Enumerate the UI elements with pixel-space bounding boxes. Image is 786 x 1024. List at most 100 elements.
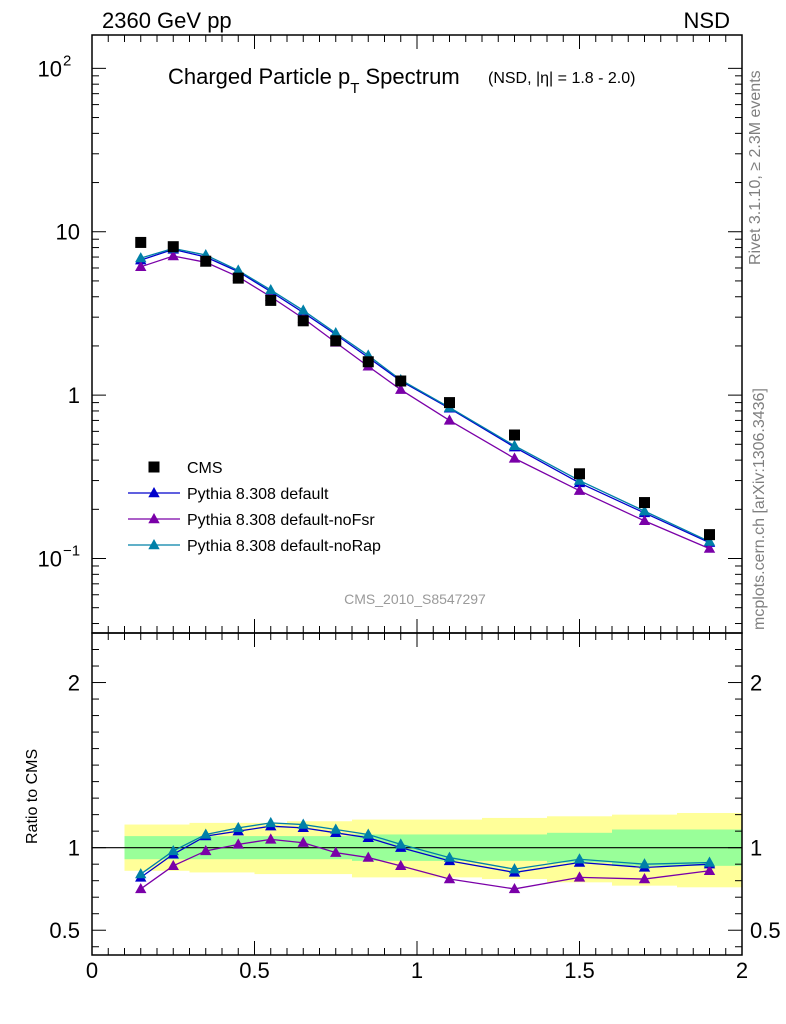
main-series-3-point: [265, 283, 277, 295]
ratio-series-2-point: [443, 873, 456, 884]
main-series-3-point: [703, 535, 716, 546]
main-series-2-point: [703, 542, 716, 553]
ratio-series-3-point: [135, 868, 147, 879]
chart-subtitle: (NSD, |η| = 1.8 - 2.0): [488, 70, 635, 87]
mcplots-label: mcplots.cern.ch [arXiv:1306.3436]: [751, 388, 768, 630]
ratio-series-3-point: [330, 823, 342, 834]
legend-label-3: Pythia 8.308 default-noRap: [187, 538, 381, 555]
cms-data-point: [167, 241, 179, 253]
main-series-3-point: [638, 505, 651, 516]
cms-data-point: [509, 429, 520, 441]
ratio-y-tick-label-left: 0.5: [49, 918, 80, 943]
ratio-series-2-point: [167, 859, 179, 871]
x-tick-label: 0: [86, 958, 98, 983]
x-tick-label: 2: [736, 958, 748, 983]
ratio-series-2-point: [703, 864, 716, 875]
ratio-series-3-point: [297, 818, 309, 829]
ratio-y-tick-label-left: 1: [68, 836, 80, 861]
legend-cms-marker: [148, 461, 160, 473]
ratio-series-2-point: [573, 871, 586, 882]
cms-data-point: [330, 335, 342, 347]
ratio-y-tick-label-right: 2: [750, 671, 762, 696]
legend-marker-2: [148, 513, 160, 524]
y-tick-exponent: −1: [63, 543, 80, 560]
ratio-series-3-point: [265, 816, 277, 828]
ratio-y-axis-label: Ratio to CMS: [24, 749, 41, 844]
ratio-series-2-point: [232, 838, 244, 849]
ratio-series-2-point: [330, 846, 342, 857]
legend-marker-3: [148, 539, 160, 550]
cms-data-point: [362, 356, 374, 368]
legend-label-2: Pythia 8.308 default-noFsr: [187, 512, 375, 529]
main-series-3-point: [573, 474, 586, 485]
ratio-series-3-point: [362, 828, 374, 839]
ratio-series-3-point: [443, 851, 456, 862]
cms-data-point: [265, 294, 277, 306]
ratio-y-tick-label-right: 1: [750, 836, 762, 861]
ratio-series-2-point: [362, 851, 374, 862]
y-tick-label: 10: [38, 547, 62, 572]
main-series-2-point: [508, 452, 521, 463]
cms-data-point: [297, 315, 309, 327]
ratio-series-3-point: [573, 853, 586, 864]
ratio-series-line-1: [140, 825, 710, 878]
analysis-id-label: CMS_2010_S8547297: [344, 591, 486, 607]
ratio-series-3-point: [232, 821, 244, 833]
main-series-3-point: [297, 304, 309, 315]
legend-label-0: CMS: [187, 460, 223, 477]
main-series-2-point: [638, 514, 651, 526]
main-series-line-2: [140, 255, 710, 550]
ratio-series-3-point: [703, 856, 716, 867]
main-series-2-point: [573, 484, 586, 495]
ratio-y-tick-label-left: 2: [68, 671, 80, 696]
ratio-series-2-point: [395, 859, 407, 871]
main-series-2-point: [167, 250, 179, 261]
process-label: NSD: [684, 8, 730, 33]
ratio-plot-frame: [91, 632, 743, 956]
ratio-series-2-point: [638, 873, 651, 884]
x-tick-label: 1.5: [564, 958, 595, 983]
legend-marker-1: [148, 487, 160, 498]
ratio-series-2-point: [508, 882, 521, 894]
chart-title: Charged Particle pT Spectrum: [168, 64, 460, 97]
ratio-series-2-point: [265, 833, 277, 844]
y-tick-label: 1: [68, 383, 80, 408]
ratio-series-2-point: [200, 844, 212, 856]
ratio-series-line-3: [140, 822, 710, 875]
main-series-2-point: [395, 383, 407, 394]
cms-data-point: [704, 529, 715, 541]
x-tick-label: 1: [411, 958, 423, 983]
cms-data-point: [135, 236, 147, 248]
main-series-3-point: [232, 264, 244, 275]
rivet-label: Rivet 3.1.10, ≥ 2.3M events: [747, 70, 764, 265]
ratio-series-3-point: [167, 844, 179, 856]
cms-data-point: [639, 497, 650, 509]
main-series-2-point: [443, 414, 456, 425]
ratio-series-3-point: [200, 828, 212, 839]
y-tick-label: 10: [38, 56, 62, 81]
x-tick-label: 0.5: [239, 958, 270, 983]
ratio-series-line-2: [140, 838, 710, 890]
ratio-y-tick-label-right: 0.5: [750, 918, 781, 943]
ratio-series-2-point: [135, 882, 147, 894]
ratio-series-3-point: [508, 863, 521, 874]
legend-label-1: Pythia 8.308 default: [187, 486, 329, 503]
cms-data-point: [395, 375, 407, 387]
main-series-3-point: [330, 327, 342, 338]
cms-data-point: [574, 468, 585, 480]
ratio-series-2-point: [297, 836, 309, 847]
ratio-series-3-point: [638, 858, 651, 869]
y-tick-exponent: 2: [63, 52, 71, 69]
cms-data-point: [444, 397, 455, 409]
y-tick-label: 10: [56, 220, 80, 245]
main-series-3-point: [135, 252, 147, 263]
cms-data-point: [232, 272, 244, 284]
main-series-2-point: [135, 260, 147, 272]
cms-data-point: [200, 255, 212, 267]
overlay: 2360 GeV pp NSD Rivet 3.1.10, ≥ 2.3M eve…: [102, 8, 768, 630]
ratio-series-3-point: [395, 838, 407, 849]
collision-label: 2360 GeV pp: [102, 8, 232, 33]
